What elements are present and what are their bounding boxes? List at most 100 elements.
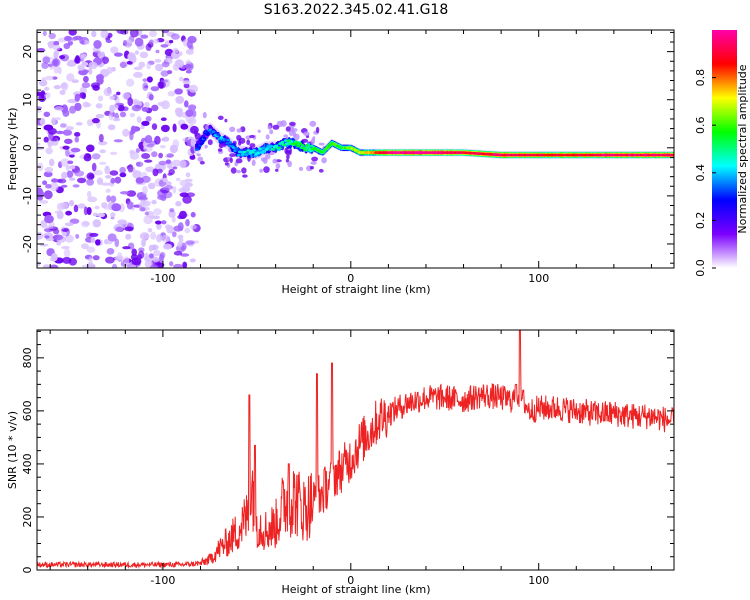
noise-blob xyxy=(127,164,134,173)
noise-blob xyxy=(95,103,103,109)
noise-blob xyxy=(140,34,149,39)
noise-blob xyxy=(97,95,104,102)
noise-blob xyxy=(166,225,174,234)
noise-blob xyxy=(37,109,42,113)
noise-blob xyxy=(164,185,174,190)
noise-blob xyxy=(188,84,198,93)
noise-blob xyxy=(174,107,184,114)
noise-blob xyxy=(185,109,194,117)
noise-blob xyxy=(97,51,105,58)
noise-blob xyxy=(39,117,46,126)
transition-blob xyxy=(265,134,270,140)
noise-blob xyxy=(166,153,174,158)
noise-blob xyxy=(60,82,67,89)
ridge-segment xyxy=(251,151,255,154)
transition-blob xyxy=(235,158,243,164)
noise-blob xyxy=(66,61,76,67)
noise-blob xyxy=(154,59,162,63)
ridge-segment xyxy=(304,148,308,151)
noise-blob xyxy=(145,166,155,173)
noise-blob xyxy=(157,101,165,107)
y-tick-label: 10 xyxy=(21,93,34,107)
noise-blob xyxy=(178,187,186,193)
colorbar-tick-label: 0.0 xyxy=(694,259,707,277)
noise-blob xyxy=(148,30,158,37)
noise-blob xyxy=(153,249,161,257)
noise-blob xyxy=(173,263,183,268)
noise-blob xyxy=(96,177,104,185)
noise-blob xyxy=(60,158,70,167)
noise-blob xyxy=(69,218,80,224)
noise-blob xyxy=(150,215,161,220)
noise-blob xyxy=(77,65,85,71)
transition-blob xyxy=(284,147,288,154)
noise-blob xyxy=(81,264,92,268)
noise-blob xyxy=(43,136,49,143)
noise-blob xyxy=(45,225,54,230)
y-tick-label: 600 xyxy=(21,400,34,421)
noise-blob xyxy=(146,76,153,83)
transition-blob xyxy=(257,129,261,133)
noise-blob xyxy=(143,215,153,225)
transition-blob xyxy=(196,153,201,157)
noise-blob xyxy=(110,195,117,203)
noise-blob xyxy=(82,101,90,108)
noise-blob xyxy=(62,109,70,117)
transition-blob xyxy=(280,120,287,127)
ridge-segment xyxy=(262,150,267,153)
ridge-segment xyxy=(271,148,276,151)
y-tick-label: -20 xyxy=(21,235,34,253)
transition-blob xyxy=(301,138,309,143)
noise-blob xyxy=(48,32,56,40)
noise-blob xyxy=(53,85,61,90)
noise-blob xyxy=(111,203,122,212)
noise-blob xyxy=(44,166,54,173)
ridge-segment xyxy=(300,144,305,147)
noise-blob xyxy=(74,93,81,102)
noise-blob xyxy=(68,177,76,181)
noise-blob xyxy=(109,151,118,155)
spectrogram-ylabel: Frequency (Hz) xyxy=(6,108,19,191)
ridge-segment xyxy=(202,136,207,140)
ridge-segment xyxy=(238,150,243,154)
noise-blob xyxy=(89,232,99,237)
noise-blob xyxy=(155,49,160,54)
noise-blob xyxy=(99,161,107,165)
transition-blob xyxy=(287,160,292,168)
noise-blob xyxy=(101,182,111,186)
colorbar-tick-label: 0.4 xyxy=(694,164,707,182)
x-tick-label: 0 xyxy=(347,272,354,285)
noise-blob xyxy=(119,166,126,174)
noise-blob xyxy=(117,219,127,225)
noise-blob xyxy=(119,191,130,195)
noise-blob xyxy=(83,206,88,216)
noise-blob xyxy=(69,165,76,170)
ridge-segment xyxy=(235,148,240,151)
noise-blob xyxy=(161,220,167,225)
noise-blob xyxy=(175,201,182,207)
transition-blob xyxy=(236,128,242,133)
colorbar-tick-label: 0.8 xyxy=(694,69,707,87)
transition-blob xyxy=(298,166,304,171)
noise-blob xyxy=(41,76,46,84)
spectrogram-xlabel: Height of straight line (km) xyxy=(281,283,430,296)
noise-blob xyxy=(68,30,77,36)
transition-blob xyxy=(291,128,298,132)
noise-blob xyxy=(43,171,53,178)
noise-blob xyxy=(39,200,49,204)
noise-blob xyxy=(74,132,81,137)
colorbar-tick-label: 0.2 xyxy=(694,212,707,230)
transition-blob xyxy=(285,126,292,132)
y-tick-label: 0 xyxy=(21,144,34,151)
transition-blob xyxy=(207,139,213,146)
noise-blob xyxy=(86,144,95,153)
noise-blob xyxy=(141,175,151,183)
noise-blob xyxy=(93,169,103,176)
noise-blob xyxy=(159,253,165,263)
noise-blob xyxy=(139,232,150,240)
noise-blob xyxy=(88,67,93,75)
noise-blob xyxy=(114,52,123,57)
noise-blob xyxy=(100,30,109,39)
